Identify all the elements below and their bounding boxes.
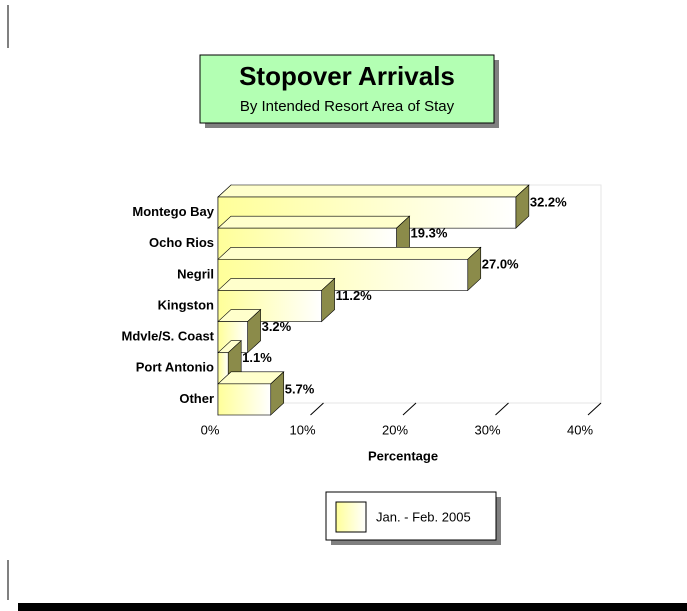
x-tick-label: 0% <box>201 422 220 437</box>
data-label: 5.7% <box>285 381 315 396</box>
x-tick <box>310 402 324 416</box>
chart-title: Stopover Arrivals <box>239 61 455 91</box>
x-tick-label: 10% <box>289 422 315 437</box>
x-tick-label: 40% <box>567 422 593 437</box>
y-tick-label: Port Antonio <box>136 360 214 375</box>
x-tick <box>495 402 509 416</box>
y-tick-label: Montego Bay <box>132 204 214 219</box>
frame-bar <box>18 603 687 611</box>
data-label: 1.1% <box>242 350 272 365</box>
x-tick <box>587 402 602 416</box>
bar-top <box>217 278 336 291</box>
y-tick-label: Other <box>179 391 214 406</box>
x-axis-label: Percentage <box>368 448 438 463</box>
legend-label: Jan. - Feb. 2005 <box>376 509 471 524</box>
y-tick-label: Kingston <box>158 297 214 312</box>
x-tick-label: 20% <box>382 422 408 437</box>
bar-top <box>217 246 482 260</box>
chart-subtitle: By Intended Resort Area of Stay <box>240 98 455 115</box>
y-tick-label: Ocho Rios <box>149 235 214 250</box>
x-tick <box>402 402 417 416</box>
legend-swatch <box>335 501 367 533</box>
title-box <box>199 54 495 124</box>
bar-top <box>217 184 530 198</box>
data-label: 11.2% <box>336 288 373 303</box>
data-label: 27.0% <box>482 257 519 272</box>
bar-top <box>217 215 411 229</box>
bar <box>217 383 272 416</box>
data-label: 3.2% <box>262 319 292 334</box>
x-tick-label: 30% <box>474 422 500 437</box>
y-tick-label: Negril <box>177 266 214 281</box>
data-label: 19.3% <box>411 226 448 241</box>
data-label: 32.2% <box>530 194 567 209</box>
y-tick-label: Mdvle/S. Coast <box>122 329 215 344</box>
